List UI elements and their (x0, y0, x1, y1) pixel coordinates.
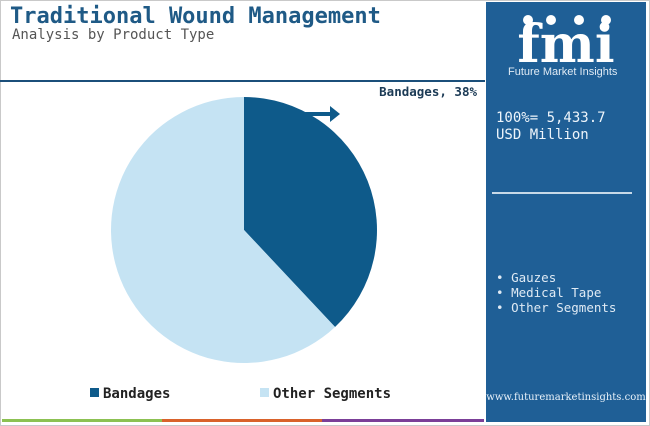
chart-title: Traditional Wound Management (10, 4, 381, 29)
panel-divider (492, 192, 632, 194)
website-url[interactable]: www.futuremarketinsights.com (486, 392, 646, 403)
logo-dot-icon (523, 15, 533, 25)
legend-swatch-other-segments (260, 388, 269, 397)
market-total: 100%= 5,433.7 USD Million (496, 110, 606, 144)
footer-stripe-green (2, 419, 162, 422)
logo-dot-icon (601, 15, 611, 25)
logo-dot-icon (546, 15, 556, 25)
pie-chart: Bandages, 38% (110, 84, 477, 363)
footer-stripe-orange (162, 419, 322, 422)
footer-stripe-purple (322, 419, 484, 422)
legend-label-other-segments: Other Segments (273, 386, 392, 402)
data-label-bandages: Bandages, 38% (379, 84, 477, 99)
chart-subtitle: Analysis by Product Type (12, 27, 215, 43)
logo-dot-icon (574, 15, 584, 25)
legend-item-bandages: Bandages (90, 386, 170, 402)
fmi-logo: fmi (517, 14, 614, 70)
market-total-unit: USD Million (496, 127, 589, 143)
label-arrow-icon (303, 106, 340, 122)
list-item: • Other Segments (496, 300, 617, 315)
market-total-value: 100%= 5,433.7 (496, 110, 606, 126)
legend-item-other-segments: Other Segments (260, 386, 391, 402)
logo-caption: Future Market Insights (508, 66, 618, 78)
list-item: • Medical Tape (496, 285, 602, 300)
info-panel: fmi Future Market Insights 100%= 5,433.7… (486, 2, 646, 422)
pie-slice-bandages (244, 97, 377, 327)
legend-swatch-bandages (90, 388, 99, 397)
header-divider (0, 80, 485, 82)
list-item: • Gauzes (496, 270, 557, 285)
logo-letters: fmi (517, 14, 614, 70)
pie-slice-other-segments (110, 97, 336, 363)
other-segments-list: • Gauzes • Medical Tape • Other Segments (496, 270, 616, 315)
legend-label-bandages: Bandages (103, 386, 171, 402)
